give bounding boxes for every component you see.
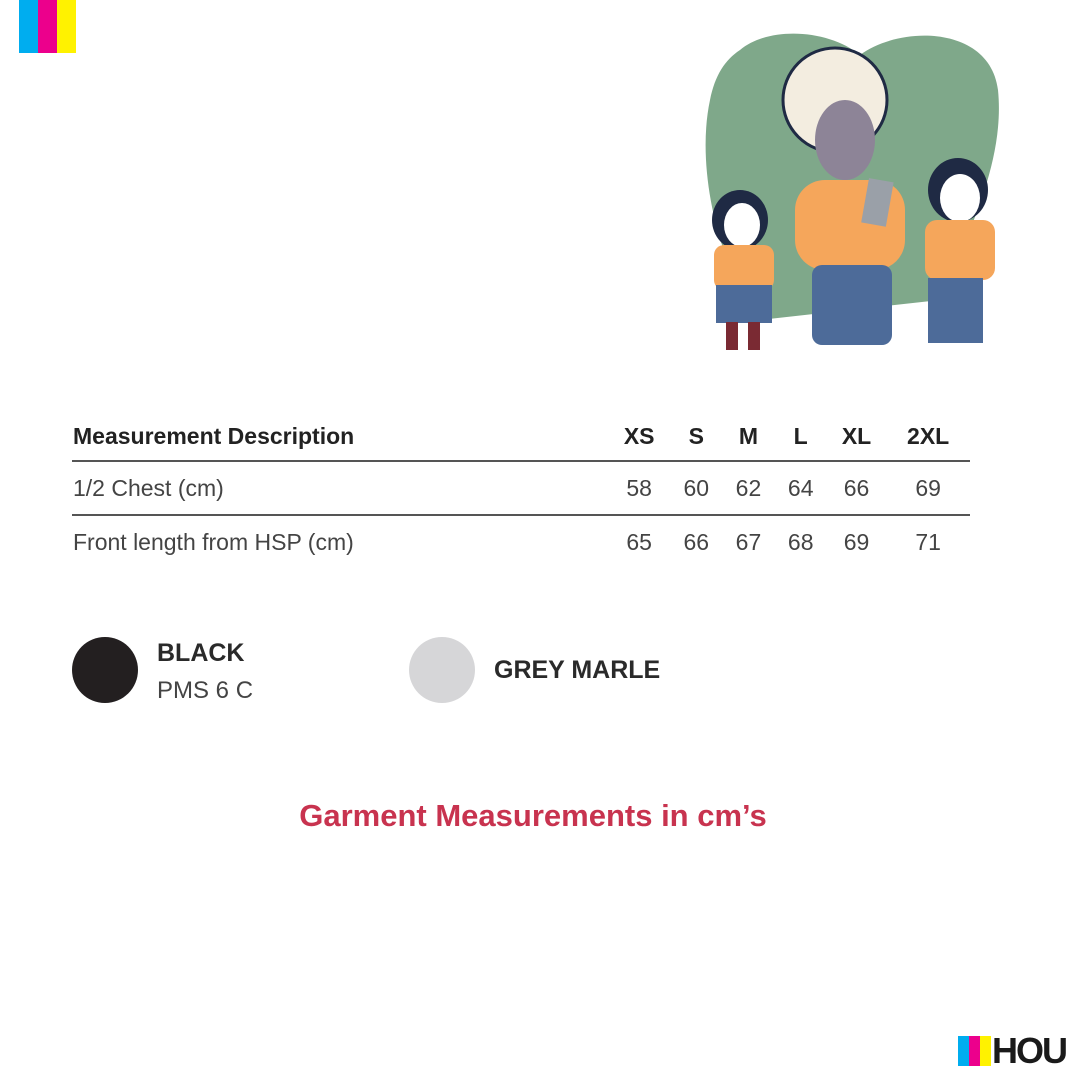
grey-marle-swatch (409, 637, 475, 703)
header-xl: XL (826, 412, 887, 462)
cell: 71 (915, 528, 941, 555)
cmyk-logo-mark (19, 0, 76, 53)
black-label: BLACK (157, 639, 245, 667)
grey-marle-label: GREY MARLE (494, 656, 661, 684)
row-label: 1/2 Chest (cm) (72, 461, 609, 516)
woman-character (781, 46, 905, 345)
cell: 65 (626, 528, 652, 555)
penguin-right (925, 158, 995, 343)
cell: 69 (843, 528, 870, 555)
table-row: 1/2 Chest (cm) 58 60 62 64 66 69 (72, 461, 970, 516)
row-label: Front length from HSP (cm) (73, 528, 354, 555)
cell: 66 (826, 461, 887, 516)
cell: 68 (787, 528, 814, 555)
penguin-left (712, 190, 774, 350)
cell: 64 (774, 461, 827, 516)
brand-text: HOU (992, 1030, 1068, 1071)
cell: 66 (683, 528, 710, 555)
table-row: Front length from HSP (cm) 65 66 67 68 6… (72, 515, 970, 568)
black-swatch (72, 637, 138, 703)
cell: 67 (735, 528, 762, 555)
header-l: L (774, 412, 827, 462)
header-s: S (670, 412, 723, 462)
black-pms-code: PMS 6 C (157, 677, 254, 704)
cell: 62 (722, 461, 775, 516)
header-m: M (722, 412, 775, 462)
cell: 69 (886, 461, 970, 516)
cell: 60 (670, 461, 723, 516)
cell: 58 (608, 461, 671, 516)
header-description: Measurement Description (72, 412, 609, 462)
mascot-illustration (705, 33, 999, 350)
caption: Garment Measurements in cm’s (299, 798, 767, 833)
header-xs: XS (608, 412, 671, 462)
brand-logo: HOU (958, 1030, 1068, 1071)
header-2xl: 2XL (886, 412, 970, 462)
size-chart-table: Measurement Description XS S M L XL 2XL … (72, 412, 970, 568)
